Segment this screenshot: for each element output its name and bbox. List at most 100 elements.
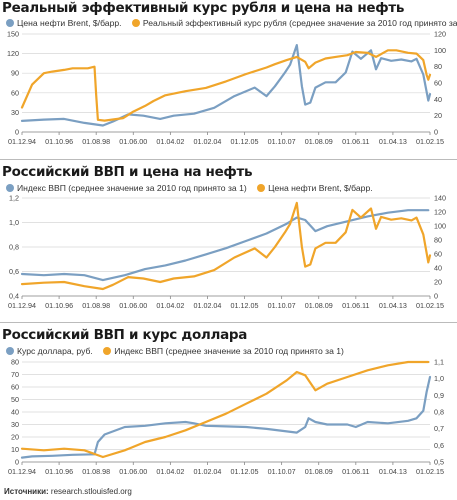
y-left-tick-label: 60 xyxy=(11,88,19,97)
y-right-tick-label: 0,9 xyxy=(434,391,444,400)
x-tick-label: 01.06.11 xyxy=(342,467,369,476)
y-right-tick-label: 100 xyxy=(434,222,446,231)
y-left-tick-label: 90 xyxy=(11,69,19,78)
source-text: research.stlouisfed.org xyxy=(50,487,132,496)
x-tick-label: 01.04.13 xyxy=(379,137,407,146)
legend-item: Реальный эффективный курс рубля (среднее… xyxy=(131,18,457,28)
y-right-tick-label: 0,7 xyxy=(434,424,444,433)
y-left-tick-label: 0,8 xyxy=(9,243,19,252)
y-right-tick-label: 120 xyxy=(434,30,446,39)
y-left-tick-label: 1,2 xyxy=(9,194,19,203)
x-tick-label: 01.06.11 xyxy=(342,137,369,146)
x-tick-label: 01.12.05 xyxy=(231,301,259,310)
x-tick-label: 01.04.13 xyxy=(379,301,407,310)
chart-3-legend: Курс доллара, руб. Индекс ВВП (среднее з… xyxy=(6,346,352,356)
legend-swatch-orange xyxy=(257,184,266,192)
y-right-tick-label: 0,5 xyxy=(434,458,444,467)
x-tick-label: 01.08.98 xyxy=(82,301,110,310)
x-tick-label: 01.06.00 xyxy=(119,467,147,476)
x-tick-label: 01.10.07 xyxy=(268,301,296,310)
x-tick-label: 01.02.04 xyxy=(193,301,221,310)
x-tick-label: 01.02.04 xyxy=(193,137,221,146)
y-right-tick-label: 80 xyxy=(434,236,442,245)
y-left-tick-label: 30 xyxy=(11,108,19,117)
legend-item: Курс доллара, руб. xyxy=(6,346,93,356)
x-tick-label: 01.12.05 xyxy=(231,467,259,476)
x-tick-label: 01.04.02 xyxy=(156,301,184,310)
legend-label: Реальный эффективный курс рубля (среднее… xyxy=(142,18,457,28)
panel-divider xyxy=(0,159,457,160)
x-tick-label: 01.06.00 xyxy=(119,137,147,146)
y-left-tick-label: 70 xyxy=(11,370,19,379)
x-tick-label: 01.10.96 xyxy=(45,137,73,146)
chart-2-title: Российский ВВП и цена на нефть xyxy=(2,164,253,180)
y-left-tick-label: 60 xyxy=(11,383,19,392)
x-tick-label: 01.02.15 xyxy=(416,301,444,310)
y-right-tick-label: 1,1 xyxy=(434,358,444,367)
legend-label: Индекс ВВП (среднее значение за 2010 год… xyxy=(114,346,344,356)
y-right-tick-label: 100 xyxy=(434,46,446,55)
y-left-tick-label: 80 xyxy=(11,358,19,367)
x-tick-label: 01.06.00 xyxy=(119,301,147,310)
x-tick-label: 01.08.98 xyxy=(82,467,110,476)
y-right-tick-label: 120 xyxy=(434,208,446,217)
series-line-blue xyxy=(20,209,430,282)
y-right-tick-label: 0,8 xyxy=(434,408,444,417)
chart-3-title: Российский ВВП и курс доллара xyxy=(2,327,248,343)
y-left-tick-label: 30 xyxy=(11,420,19,429)
series-line-orange xyxy=(20,49,432,122)
y-left-tick-label: 1,0 xyxy=(9,218,19,227)
x-tick-label: 01.10.07 xyxy=(268,467,296,476)
legend-label: Цена нефти Brent, $/барр. xyxy=(268,183,373,193)
x-tick-label: 01.02.15 xyxy=(416,137,444,146)
y-right-tick-label: 140 xyxy=(434,194,446,203)
chart-2-plot: 0,4 0,6 0,8 1,0 1,2 0 20 40 60 80 100 120 140 01.12.9… xyxy=(8,194,446,311)
series-line-blue xyxy=(20,44,432,127)
chart-3-plot: 0 10 20 30 40 50 60 70 80 0,5 0,6 0,7 0,8 0,9 1,0 1,1 01… xyxy=(8,358,444,477)
series-line-orange xyxy=(20,201,432,291)
y-right-tick-label: 20 xyxy=(434,278,442,287)
series-line-blue xyxy=(20,375,432,459)
y-left-tick-label: 50 xyxy=(11,395,19,404)
x-tick-label: 01.10.07 xyxy=(268,137,296,146)
x-tick-label: 01.04.02 xyxy=(156,137,184,146)
legend-swatch-orange xyxy=(103,347,112,355)
legend-item: Индекс ВВП (среднее значение за 2010 год… xyxy=(103,346,344,356)
x-tick-label: 01.10.96 xyxy=(45,467,73,476)
x-tick-label: 01.04.13 xyxy=(379,467,407,476)
y-left-tick-label: 40 xyxy=(11,408,19,417)
source-label: Источники: xyxy=(4,487,49,496)
y-left-tick-label: 0,4 xyxy=(9,292,19,301)
y-left-tick-label: 0 xyxy=(15,458,19,467)
y-left-tick-label: 120 xyxy=(7,49,19,58)
y-left-tick-label: 0 xyxy=(15,128,19,137)
chart-1-title: Реальный эффективный курс рубля и цена н… xyxy=(2,0,405,16)
x-tick-label: 01.12.94 xyxy=(8,467,36,476)
y-left-tick-label: 0,6 xyxy=(9,267,19,276)
legend-swatch-blue xyxy=(6,19,14,27)
legend-label: Индекс ВВП (среднее значение за 2010 год… xyxy=(17,183,247,193)
legend-item: Цена нефти Brent, $/барр. xyxy=(257,183,373,193)
x-tick-label: 01.04.02 xyxy=(156,467,184,476)
legend-label: Цена нефти Brent, $/барр. xyxy=(17,18,122,28)
x-tick-label: 01.08.09 xyxy=(305,137,333,146)
legend-swatch-blue xyxy=(6,184,14,192)
legend-swatch-blue xyxy=(6,347,14,355)
y-right-tick-label: 0 xyxy=(434,292,438,301)
x-tick-label: 01.10.96 xyxy=(45,301,73,310)
x-tick-label: 01.02.04 xyxy=(193,467,221,476)
y-right-tick-label: 40 xyxy=(434,95,442,104)
y-right-tick-label: 1,0 xyxy=(434,374,444,383)
legend-item: Индекс ВВП (среднее значение за 2010 год… xyxy=(6,183,247,193)
y-right-tick-label: 0 xyxy=(434,128,438,137)
source-note: Источники: research.stlouisfed.org xyxy=(4,487,132,496)
x-tick-label: 01.02.15 xyxy=(416,467,444,476)
series-line-orange xyxy=(20,360,430,459)
y-right-tick-label: 0,6 xyxy=(434,441,444,450)
y-right-tick-label: 60 xyxy=(434,250,442,259)
legend-swatch-orange xyxy=(131,19,140,27)
legend-item: Цена нефти Brent, $/барр. xyxy=(6,18,122,28)
y-left-tick-label: 150 xyxy=(7,30,19,39)
y-left-tick-label: 20 xyxy=(11,433,19,442)
x-tick-label: 01.08.09 xyxy=(305,467,333,476)
